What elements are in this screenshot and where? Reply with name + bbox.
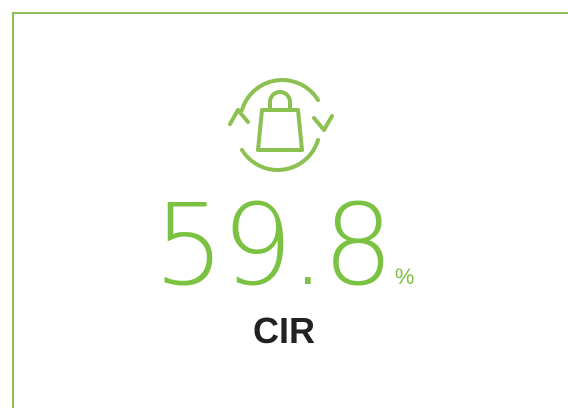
arrow-head — [312, 114, 334, 132]
kpi-value-row: 59.8% — [0, 190, 568, 302]
bag — [256, 108, 304, 152]
kpi-value: 59.8 — [153, 181, 394, 311]
arrow-head — [228, 108, 250, 126]
arrow-arc — [240, 78, 320, 112]
bag-handle — [268, 90, 292, 112]
kpi-card — [12, 12, 568, 408]
kpi-label: CIR — [253, 310, 315, 351]
arrow-arc — [240, 138, 320, 172]
shopping-icon — [228, 78, 334, 172]
kpi-unit: % — [394, 264, 415, 289]
